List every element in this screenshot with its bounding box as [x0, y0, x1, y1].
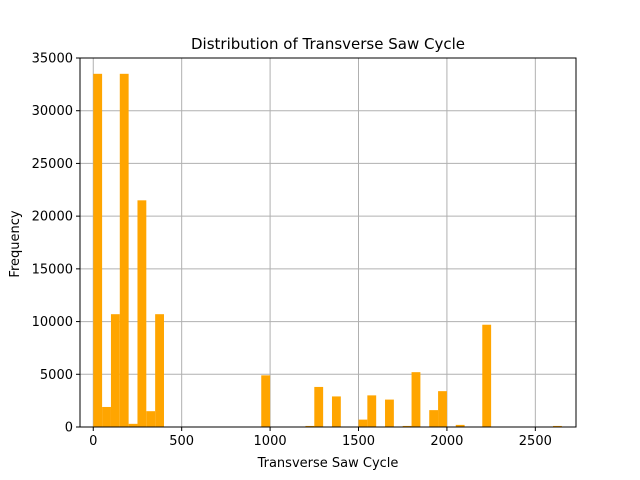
x-tick-label: 0 [89, 434, 97, 449]
histogram-bar [455, 424, 465, 427]
y-tick-label: 10000 [32, 315, 73, 330]
y-tick-label: 5000 [40, 368, 73, 383]
histogram-bar [438, 391, 447, 427]
x-axis-label: Transverse Saw Cycle [257, 456, 399, 471]
y-tick-label: 25000 [32, 157, 73, 172]
histogram-bar [553, 425, 562, 427]
histogram-bar [367, 395, 377, 427]
histogram-bar [137, 200, 147, 427]
y-tick-label: 15000 [32, 262, 73, 277]
x-tick-label: 1500 [342, 434, 375, 449]
bars [93, 73, 562, 428]
histogram-bar [261, 375, 271, 427]
histogram-bar [411, 372, 421, 427]
histogram-bar [358, 419, 368, 427]
histogram-bar [402, 425, 412, 427]
x-axis: 0 500 1000 1500 2000 2500 [89, 427, 552, 449]
histogram-bar [146, 411, 156, 427]
histogram-bar [385, 399, 394, 427]
y-tick-label: 0 [65, 421, 73, 436]
grid [80, 57, 576, 428]
x-tick-label: 2500 [519, 434, 552, 449]
y-axis: 0 5000 10000 15000 20000 25000 30000 35000 [32, 52, 80, 436]
chart-title: Distribution of Transverse Saw Cycle [191, 35, 465, 53]
histogram-bar [110, 314, 120, 427]
histogram-bar [128, 423, 138, 427]
y-tick-label: 35000 [32, 52, 73, 67]
histogram-bar [305, 425, 315, 427]
histogram-bar [93, 73, 103, 428]
y-axis-label: Frequency [8, 210, 23, 277]
histogram-bar [429, 410, 439, 427]
histogram-bar [102, 406, 111, 427]
y-tick-label: 30000 [32, 104, 73, 119]
histogram-bar [119, 73, 129, 428]
x-tick-label: 1000 [254, 434, 287, 449]
plot-frame [79, 57, 577, 428]
histogram-bar [155, 314, 164, 427]
histogram-bar [331, 396, 341, 427]
x-tick-label: 500 [169, 434, 194, 449]
y-tick-label: 20000 [32, 210, 73, 225]
histogram-bar [482, 324, 492, 427]
x-tick-label: 2000 [430, 434, 463, 449]
histogram-bar [314, 386, 324, 427]
